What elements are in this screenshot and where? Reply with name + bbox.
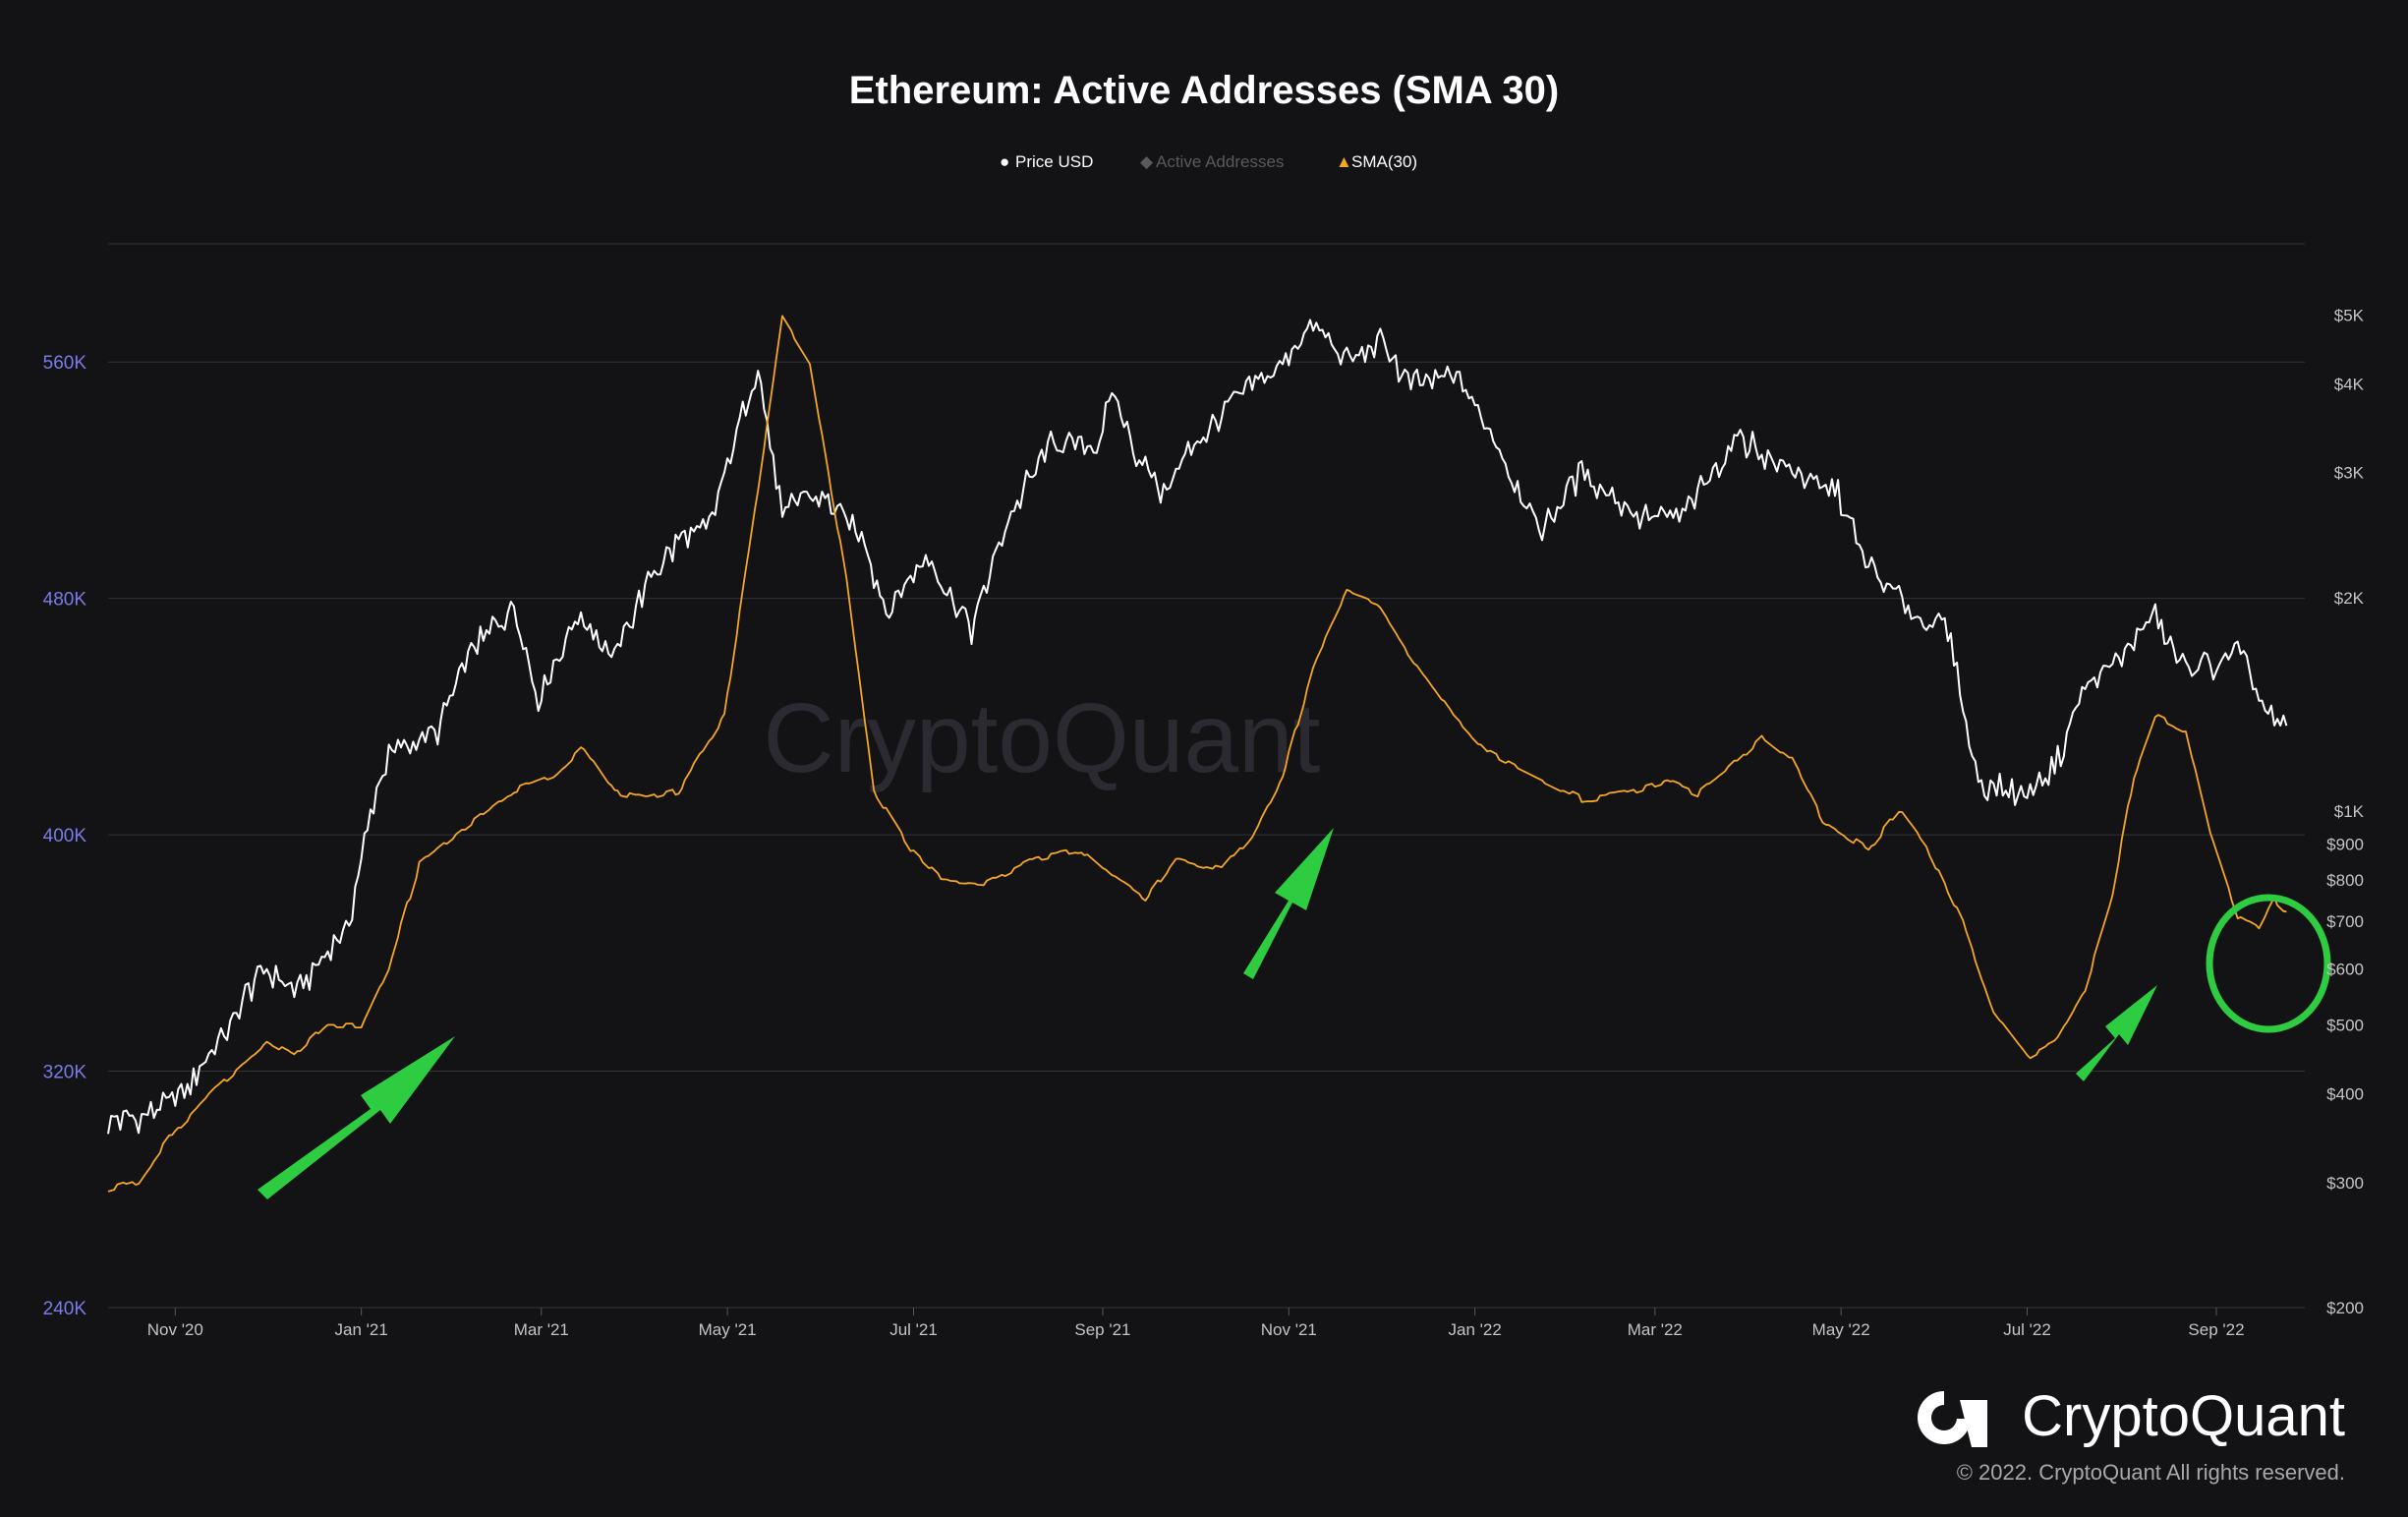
x-tick-label: May '21 <box>699 1320 757 1339</box>
legend-item[interactable]: ▲ SMA(30) <box>1336 152 1417 171</box>
arrow-annotation <box>2076 985 2157 1081</box>
y-right-tick-label: $2K <box>2334 589 2365 608</box>
legend-item[interactable]: ◆ Active Addresses <box>1140 152 1284 171</box>
series-line-sma <box>107 315 2287 1193</box>
y-right-tick-label: $3K <box>2334 464 2365 483</box>
legend-label: Price USD <box>1015 152 1093 171</box>
x-tick-label: Nov '21 <box>1261 1320 1317 1339</box>
y-left-tick-label: 480K <box>43 590 87 611</box>
legend-label: SMA(30) <box>1351 152 1417 171</box>
y-right-tick-label: $1K <box>2334 802 2365 821</box>
x-tick-label: Jan '22 <box>1449 1320 1502 1339</box>
arrow-annotation <box>258 1036 455 1199</box>
highlight-circle <box>2206 894 2331 1033</box>
y-right-tick-label: $4K <box>2334 375 2365 393</box>
legend-marker: ▲ <box>1336 152 1352 171</box>
right-axis: $5K $4K $3K $2K $1K $900 $800 $700 $600 $500 $400 $… <box>2326 306 2364 1317</box>
grid-layer <box>108 243 2305 1309</box>
y-right-tick-label: $900 <box>2326 835 2364 853</box>
x-tick-label: Mar '21 <box>514 1320 569 1339</box>
x-tick-label: Nov '20 <box>147 1320 203 1339</box>
y-right-tick-label: $500 <box>2326 1017 2364 1035</box>
x-tick-label: Jul '21 <box>889 1320 938 1339</box>
y-right-tick-label: $5K <box>2334 306 2365 324</box>
copyright: © 2022. CryptoQuant All rights reserved. <box>1957 1460 2345 1485</box>
y-right-tick-label: $200 <box>2326 1299 2364 1317</box>
x-tick-label: Sep '21 <box>1074 1320 1130 1339</box>
legend[interactable]: ● Price USD ◆ Active Addresses ▲ SMA(30) <box>1000 152 1417 171</box>
y-right-tick-label: $700 <box>2326 912 2364 931</box>
x-tick-label: Jan '21 <box>334 1320 387 1339</box>
y-right-tick-label: $800 <box>2326 871 2364 890</box>
y-left-tick-label: 400K <box>43 826 87 846</box>
legend-marker: ● <box>1000 152 1009 171</box>
y-left-tick-label: 240K <box>43 1299 87 1319</box>
x-axis: Nov '20 Jan '21 Mar '21 May '21 Jul '21 Sep '… <box>147 1308 2245 1339</box>
series-line-price <box>107 319 2288 1135</box>
x-tick-label: Jul '22 <box>2003 1320 2051 1339</box>
arrow-annotation <box>1243 828 1334 979</box>
y-left-tick-label: 560K <box>43 353 87 374</box>
annotation-layer <box>258 828 2331 1199</box>
legend-item[interactable]: ● Price USD <box>1000 152 1093 171</box>
series-layer <box>107 315 2288 1193</box>
x-tick-label: May '22 <box>1812 1320 1870 1339</box>
y-right-tick-label: $300 <box>2326 1174 2364 1193</box>
brand-logo <box>1918 1389 1987 1447</box>
y-right-tick-label: $600 <box>2326 960 2364 978</box>
watermark: CryptoQuant <box>764 683 1321 793</box>
x-tick-label: Mar '22 <box>1628 1320 1683 1339</box>
y-left-tick-label: 320K <box>43 1063 87 1083</box>
x-tick-label: Sep '22 <box>2188 1320 2244 1339</box>
brand-name: CryptoQuant <box>2022 1384 2345 1448</box>
left-axis: 560K 480K 400K 320K 240K <box>43 353 87 1319</box>
legend-marker: ◆ <box>1140 152 1154 171</box>
y-right-tick-label: $400 <box>2326 1085 2364 1104</box>
legend-label: Active Addresses <box>1156 152 1284 171</box>
chart-title: Ethereum: Active Addresses (SMA 30) <box>849 69 1559 112</box>
